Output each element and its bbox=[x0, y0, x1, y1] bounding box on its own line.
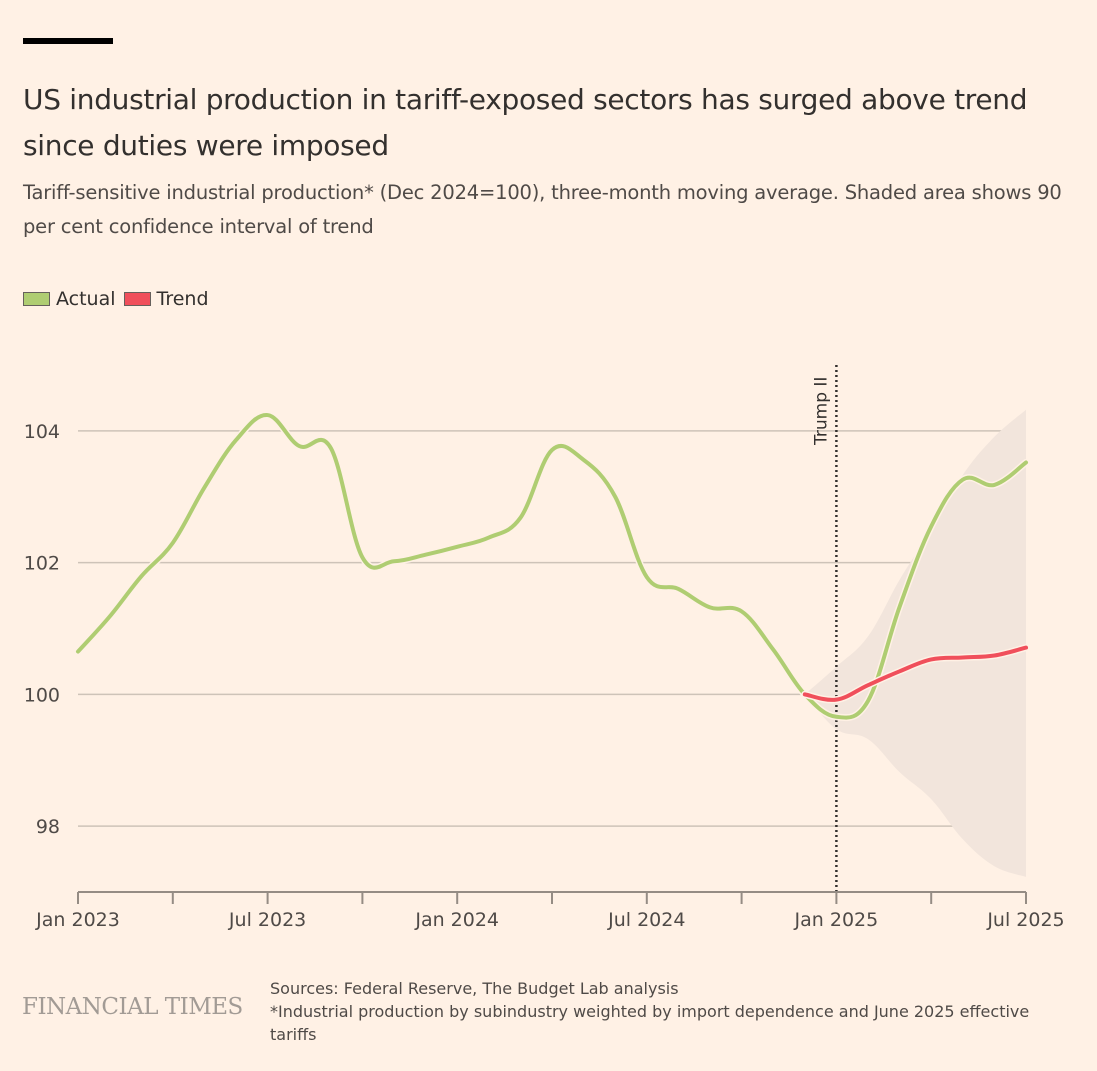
legend-item-actual: Actual bbox=[23, 288, 116, 310]
x-tick-label: Jul 2024 bbox=[607, 909, 685, 931]
x-tick-label: Jan 2023 bbox=[35, 909, 120, 931]
y-tick-label: 100 bbox=[24, 684, 60, 706]
series-line-actual bbox=[76, 413, 1028, 720]
y-tick-label: 98 bbox=[36, 816, 60, 838]
footnote: *Industrial production by subindustry we… bbox=[270, 1002, 1030, 1044]
x-tick-label: Jul 2023 bbox=[228, 909, 306, 931]
series-line-trend bbox=[802, 645, 1028, 702]
annotation-layer: Trump II bbox=[811, 365, 838, 892]
confidence-band bbox=[804, 409, 1026, 877]
y-tick-label: 104 bbox=[24, 421, 60, 443]
legend-swatch-trend bbox=[123, 292, 151, 306]
legend-label-trend: Trend bbox=[156, 288, 209, 310]
y-axis-labels: 98 100 102 104 bbox=[24, 421, 60, 838]
header-accent-bar bbox=[23, 38, 113, 44]
x-axis: Jan 2023 Jul 2023 Jan 2024 Jul 2024 Jan 2025… bbox=[35, 891, 1065, 931]
trump-ii-label: Trump II bbox=[811, 377, 831, 446]
legend-label-actual: Actual bbox=[56, 288, 116, 310]
sources-note: Sources: Federal Reserve, The Budget Lab… bbox=[270, 979, 679, 998]
confidence-band-layer bbox=[804, 409, 1026, 877]
legend-item-trend: Trend bbox=[123, 288, 209, 310]
chart-subtitle: Tariff-sensitive industrial production* … bbox=[23, 181, 1062, 238]
x-tick-label: Jan 2024 bbox=[414, 909, 499, 931]
y-tick-label: 102 bbox=[24, 553, 60, 575]
legend: Actual Trend bbox=[23, 288, 217, 310]
legend-swatch-actual bbox=[23, 292, 50, 306]
series-layer bbox=[74, 411, 1030, 722]
x-tick-label: Jul 2025 bbox=[986, 909, 1064, 931]
chart-title: US industrial production in tariff-expos… bbox=[23, 82, 1028, 162]
footer-notes: Sources: Federal Reserve, The Budget Lab… bbox=[270, 977, 1070, 1046]
x-tick-label: Jan 2025 bbox=[794, 909, 879, 931]
ft-logo: FINANCIAL TIMES bbox=[22, 994, 243, 1020]
